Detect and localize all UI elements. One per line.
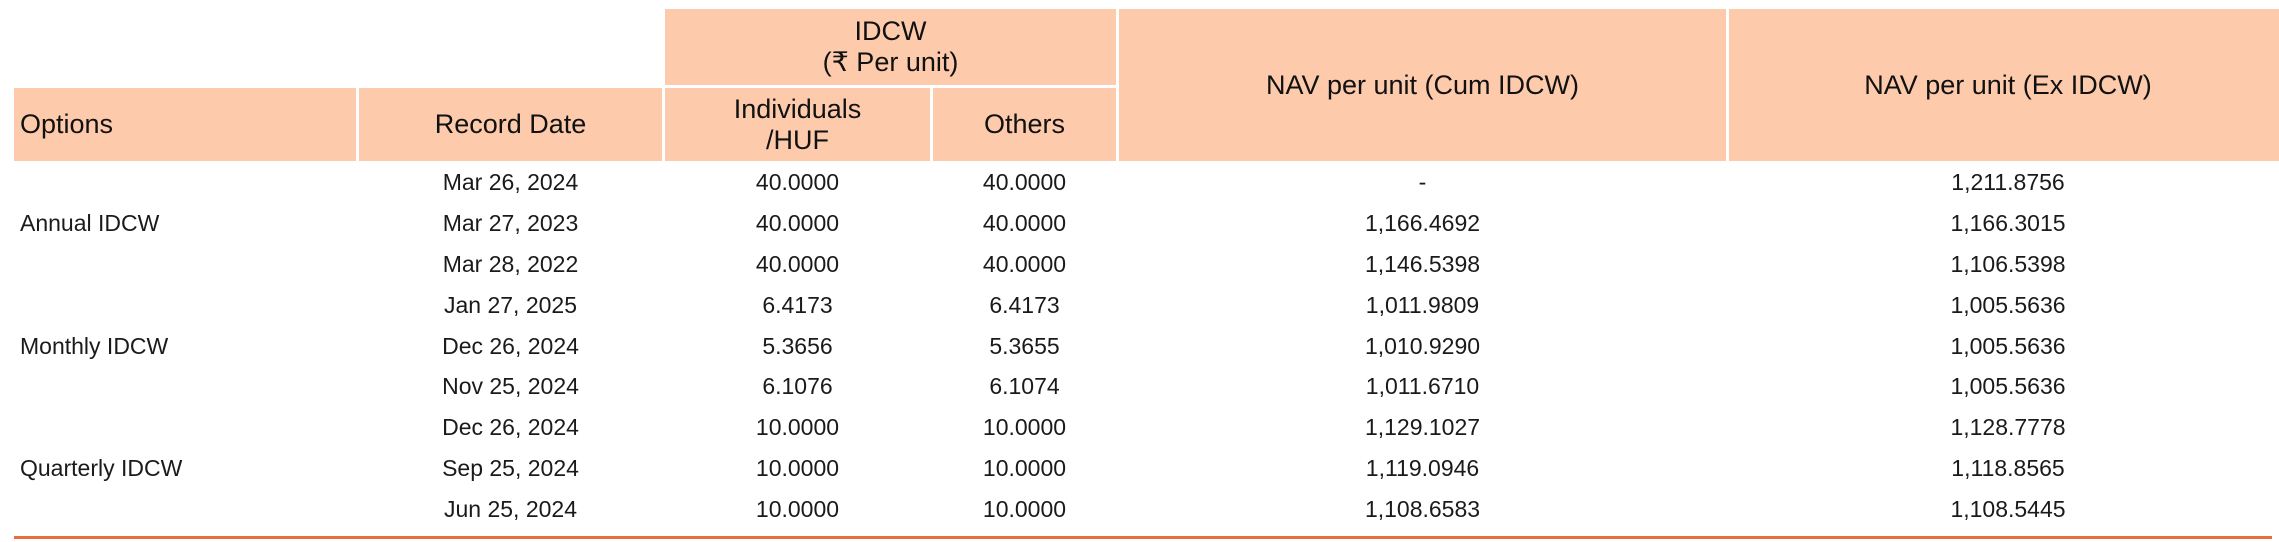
- record-date-cell: Mar 26, 2024: [442, 169, 579, 196]
- record-date-cell: Dec 26, 2024: [442, 332, 579, 359]
- header-blank: [14, 9, 662, 85]
- record-date-cell: Mar 27, 2023: [442, 210, 579, 237]
- header-idcw: IDCW (₹ Per unit): [665, 9, 1116, 85]
- individuals-cell: 10.0000: [755, 454, 840, 481]
- others-cell: 10.0000: [982, 495, 1067, 522]
- record-date-cell: Dec 26, 2024: [442, 414, 579, 441]
- individuals-cell: 10.0000: [755, 495, 840, 522]
- header-nav-ex: NAV per unit (Ex IDCW): [1729, 9, 2279, 161]
- individuals-cell: 40.0000: [755, 169, 840, 196]
- nav-cum-cell: 1,011.6710: [1365, 373, 1480, 400]
- table-row: Mar 27, 2023 40.0000 40.0000 1,166.4692 1,16…: [14, 205, 2279, 243]
- nav-cum-cell: 1,108.6583: [1364, 495, 1481, 522]
- table-row: Monthly IDCW Jan 27, 2025 6.4173 6.4173 1,01…: [14, 286, 2279, 359]
- individuals-cell: 6.4173: [762, 291, 833, 318]
- record-date-cell: Jan 27, 2025: [443, 291, 577, 318]
- others-cell: 6.1074: [989, 373, 1060, 400]
- nav-ex-cell: 1,005.5636: [1950, 373, 2066, 400]
- individuals-cell: 40.0000: [755, 210, 840, 237]
- table-row: Annual IDCW Mar 26, 2024 40.0000 40.0000 - 1,…: [14, 164, 2279, 236]
- nav-cum-cell: 1,010.9290: [1364, 332, 1481, 359]
- header-individuals: Individuals /HUF: [665, 88, 930, 161]
- individuals-cell: 10.0000: [755, 414, 840, 441]
- option-label: Monthly IDCW: [20, 332, 169, 359]
- nav-ex-cell: 1,211.8756: [1951, 169, 2065, 196]
- bottom-rule: [14, 536, 2272, 539]
- record-date-cell: Nov 25, 2024: [442, 373, 579, 400]
- header-options: Options: [14, 88, 356, 161]
- others-cell: 10.0000: [982, 454, 1067, 481]
- nav-cum-cell: 1,119.0946: [1365, 454, 1480, 481]
- table-row: Sep 25, 2024 10.0000 10.0000 1,119.0946 1,11…: [14, 450, 2279, 488]
- nav-ex-cell: 1,005.5636: [1950, 332, 2066, 359]
- record-date-cell: Sep 25, 2024: [442, 454, 579, 481]
- header-nav-cum: NAV per unit (Cum IDCW): [1119, 9, 1726, 161]
- header-individuals-line2: /HUF: [766, 124, 829, 155]
- individuals-cell: 5.3656: [762, 332, 833, 359]
- table-row: Jun 25, 2024 10.0000 10.0000 1,108.6583 1,10…: [14, 490, 2279, 528]
- nav-cum-cell: -: [1418, 169, 1427, 196]
- individuals-cell: 40.0000: [755, 250, 840, 277]
- nav-ex-cell: 1,166.3015: [1950, 210, 2066, 237]
- others-cell: 5.3655: [989, 332, 1060, 359]
- individuals-cell: 6.1076: [762, 373, 833, 400]
- nav-cum-cell: 1,011.9809: [1365, 291, 1480, 318]
- record-date-cell: Mar 28, 2022: [442, 250, 579, 277]
- header-others: Others: [933, 88, 1116, 161]
- others-cell: 6.4173: [989, 291, 1060, 318]
- table-row: Mar 28, 2022 40.0000 40.0000 1,146.5398 1,10…: [14, 246, 2279, 284]
- header-record-date: Record Date: [359, 88, 662, 161]
- nav-cum-cell: 1,166.4692: [1364, 210, 1481, 237]
- table-row: Dec 26, 2024 5.3656 5.3655 1,010.9290 1,005.…: [14, 327, 2279, 365]
- nav-ex-cell: 1,108.5445: [1950, 495, 2066, 522]
- nav-ex-cell: 1,118.8565: [1951, 454, 2065, 481]
- table-row: Nov 25, 2024 6.1076 6.1074 1,011.6710 1,005.…: [14, 368, 2279, 406]
- others-cell: 40.0000: [982, 250, 1067, 277]
- others-cell: 40.0000: [982, 169, 1067, 196]
- option-label: Annual IDCW: [20, 210, 160, 237]
- table-body: Annual IDCW Mar 26, 2024 40.0000 40.0000 - 1,…: [14, 164, 2279, 528]
- nav-cum-cell: 1,129.1027: [1364, 414, 1481, 441]
- nav-ex-cell: 1,005.5636: [1950, 291, 2066, 318]
- others-cell: 40.0000: [982, 210, 1067, 237]
- option-label: Quarterly IDCW: [20, 454, 183, 481]
- idcw-history-table: IDCW (₹ Per unit) NAV per unit (Cum IDCW…: [11, 6, 2279, 531]
- nav-ex-cell: 1,128.7778: [1950, 414, 2066, 441]
- nav-cum-cell: 1,146.5398: [1364, 250, 1481, 277]
- record-date-cell: Jun 25, 2024: [443, 495, 577, 522]
- idcw-history-table-container: IDCW (₹ Per unit) NAV per unit (Cum IDCW…: [14, 6, 2279, 531]
- table-row: Quarterly IDCW Dec 26, 2024 10.0000 10.0000…: [14, 409, 2279, 481]
- header-idcw-line2: (₹ Per unit): [822, 47, 959, 77]
- header-idcw-line1: IDCW: [854, 16, 927, 46]
- header-individuals-line1: Individuals: [733, 93, 862, 124]
- nav-ex-cell: 1,106.5398: [1950, 250, 2066, 277]
- others-cell: 10.0000: [982, 414, 1067, 441]
